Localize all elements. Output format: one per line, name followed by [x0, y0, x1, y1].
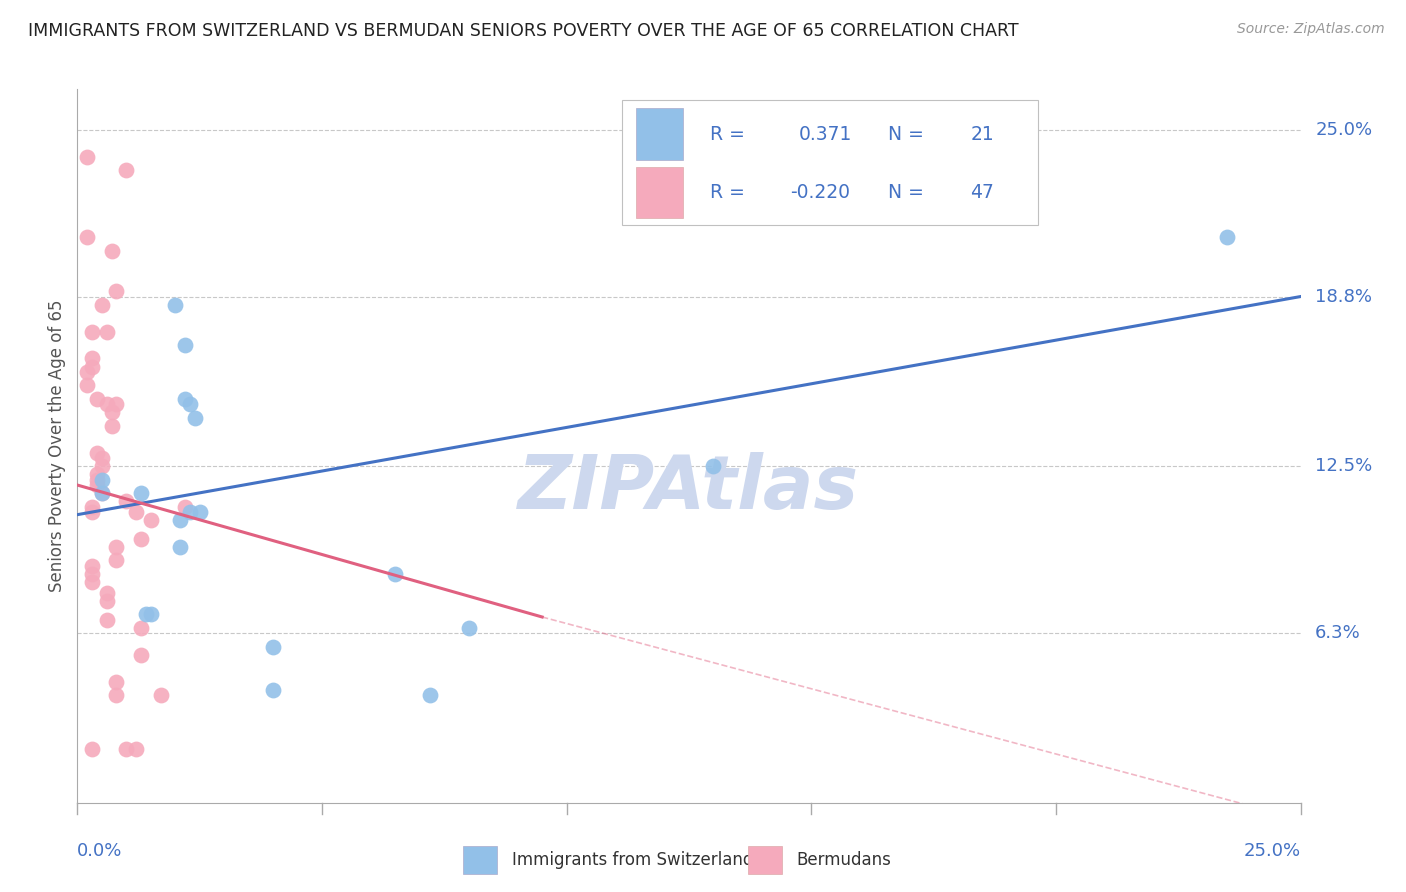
Point	[457, 621, 479, 635]
Point	[86, 478, 108, 492]
Point	[90, 451, 112, 466]
Text: Immigrants from Switzerland: Immigrants from Switzerland	[512, 851, 754, 869]
Point	[96, 586, 118, 600]
Point	[76, 365, 98, 379]
Point	[129, 621, 152, 635]
Point	[80, 325, 103, 339]
Point	[179, 505, 201, 519]
Point	[80, 351, 103, 366]
Point	[165, 298, 187, 312]
Point	[90, 473, 112, 487]
Point	[129, 486, 152, 500]
FancyBboxPatch shape	[637, 167, 683, 219]
Point	[90, 486, 112, 500]
Point	[1216, 230, 1239, 244]
Text: 0.371: 0.371	[799, 125, 852, 144]
FancyBboxPatch shape	[621, 100, 1038, 225]
Point	[139, 513, 162, 527]
Point	[80, 742, 103, 756]
Point	[76, 149, 98, 163]
Text: N =: N =	[889, 125, 924, 144]
Text: 0.0%: 0.0%	[77, 842, 122, 860]
FancyBboxPatch shape	[748, 846, 782, 874]
Text: IMMIGRANTS FROM SWITZERLAND VS BERMUDAN SENIORS POVERTY OVER THE AGE OF 65 CORRE: IMMIGRANTS FROM SWITZERLAND VS BERMUDAN …	[28, 22, 1019, 40]
Text: 25.0%: 25.0%	[1243, 842, 1301, 860]
Y-axis label: Seniors Poverty Over the Age of 65: Seniors Poverty Over the Age of 65	[48, 300, 66, 592]
Text: 25.0%: 25.0%	[1315, 120, 1372, 138]
Point	[149, 688, 172, 702]
Point	[115, 163, 138, 178]
Text: R =: R =	[710, 183, 745, 202]
Text: 6.3%: 6.3%	[1315, 624, 1361, 642]
Text: ZIPAtlas: ZIPAtlas	[519, 452, 859, 525]
Point	[135, 607, 157, 622]
Point	[184, 410, 207, 425]
Point	[125, 505, 148, 519]
Point	[169, 513, 191, 527]
Point	[96, 397, 118, 411]
Text: 47: 47	[970, 183, 994, 202]
Point	[86, 473, 108, 487]
Point	[90, 459, 112, 474]
Point	[129, 648, 152, 662]
Point	[262, 640, 284, 654]
Text: -0.220: -0.220	[790, 183, 851, 202]
Point	[76, 230, 98, 244]
Point	[115, 494, 138, 508]
Text: Bermudans: Bermudans	[797, 851, 891, 869]
Point	[80, 359, 103, 374]
Point	[80, 500, 103, 514]
Point	[105, 397, 128, 411]
Text: Source: ZipAtlas.com: Source: ZipAtlas.com	[1237, 22, 1385, 37]
Point	[105, 553, 128, 567]
Point	[76, 378, 98, 392]
Point	[86, 446, 108, 460]
Point	[96, 325, 118, 339]
Point	[702, 459, 724, 474]
Point	[100, 244, 122, 258]
Point	[105, 688, 128, 702]
Point	[80, 566, 103, 581]
FancyBboxPatch shape	[463, 846, 496, 874]
Point	[169, 540, 191, 554]
Point	[139, 607, 162, 622]
Point	[384, 566, 406, 581]
Point	[105, 540, 128, 554]
Point	[90, 298, 112, 312]
FancyBboxPatch shape	[637, 109, 683, 160]
Point	[174, 500, 197, 514]
Point	[262, 682, 284, 697]
Point	[96, 594, 118, 608]
Point	[419, 688, 441, 702]
Point	[129, 532, 152, 546]
Text: R =: R =	[710, 125, 745, 144]
Point	[174, 338, 197, 352]
Text: N =: N =	[889, 183, 924, 202]
Point	[105, 284, 128, 298]
Point	[115, 742, 138, 756]
Point	[86, 467, 108, 482]
Text: 12.5%: 12.5%	[1315, 458, 1372, 475]
Text: 18.8%: 18.8%	[1315, 287, 1372, 306]
Point	[80, 574, 103, 589]
Point	[80, 505, 103, 519]
Point	[90, 486, 112, 500]
Point	[100, 405, 122, 419]
Point	[86, 392, 108, 406]
Point	[188, 505, 211, 519]
Point	[174, 392, 197, 406]
Point	[125, 742, 148, 756]
Text: 21: 21	[970, 125, 994, 144]
Point	[100, 418, 122, 433]
Point	[179, 397, 201, 411]
Point	[80, 558, 103, 573]
Point	[96, 613, 118, 627]
Point	[105, 674, 128, 689]
